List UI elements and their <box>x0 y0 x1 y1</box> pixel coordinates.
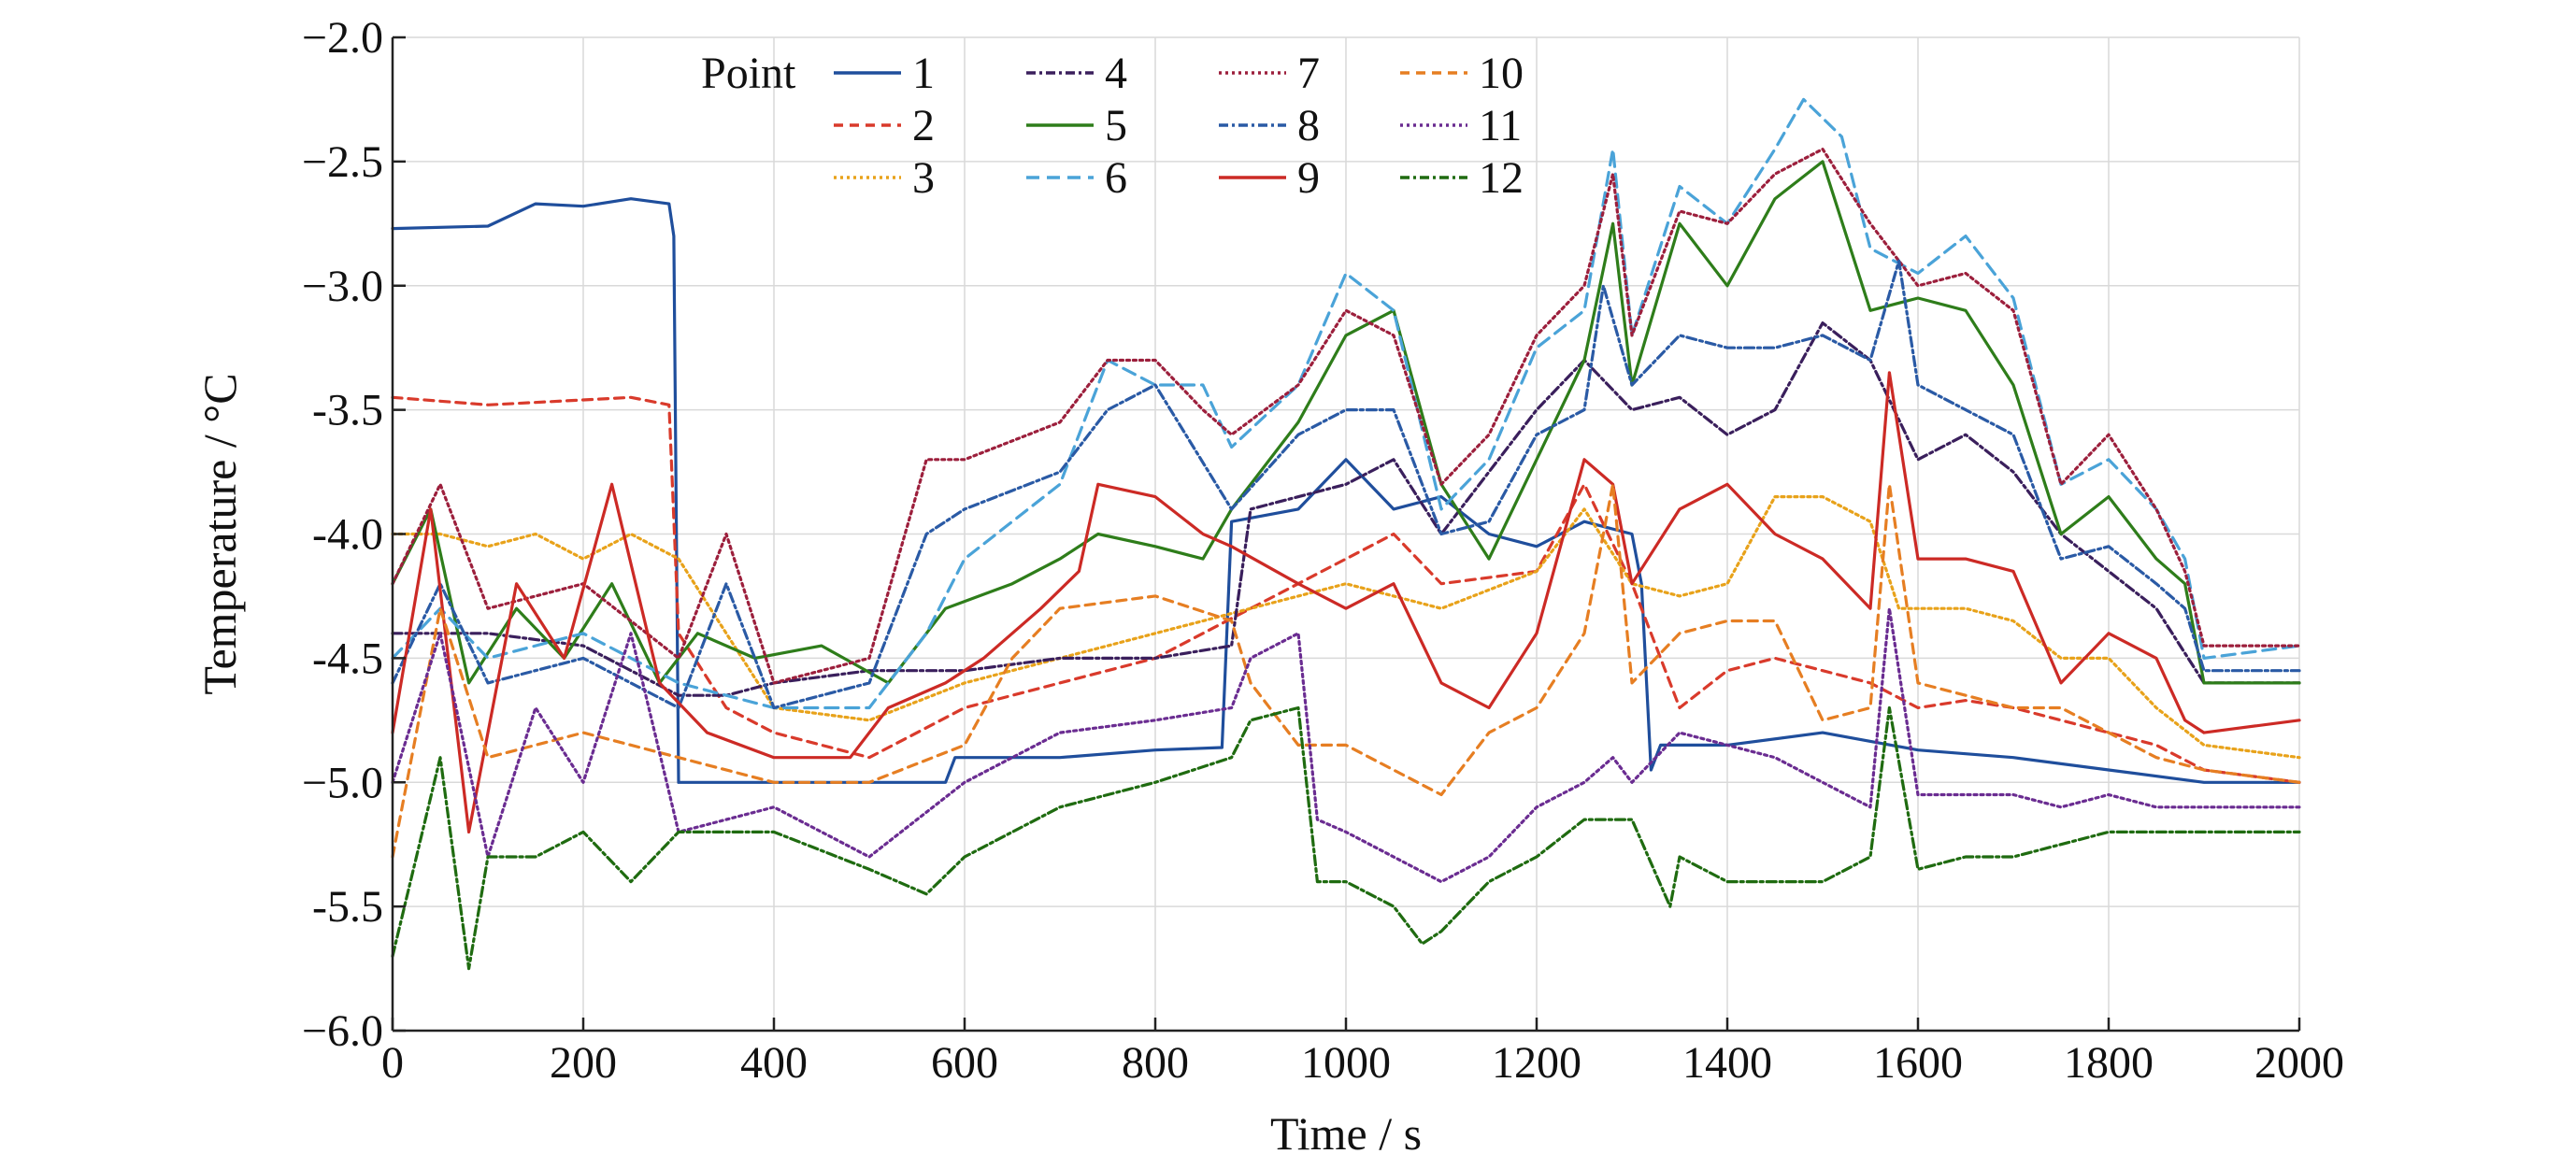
y-tick-label: −6.0 <box>302 1006 383 1056</box>
x-axis-title: Time / s <box>1270 1107 1422 1160</box>
series-line-point-6 <box>391 97 2301 710</box>
legend-label-point-6: 6 <box>1105 153 1127 203</box>
legend-title: Point <box>701 49 796 98</box>
legend-label-point-7: 7 <box>1297 49 1320 98</box>
y-axis-title: Temperature / °C <box>193 373 246 694</box>
y-tick-label: -3.5 <box>312 386 383 435</box>
legend-label-point-9: 9 <box>1297 153 1320 203</box>
x-tick-label: 1800 <box>2064 1038 2154 1088</box>
legend-label-point-3: 3 <box>912 153 935 203</box>
series-line-point-3 <box>391 494 2301 760</box>
x-tick-label: 800 <box>1122 1038 1189 1088</box>
series-line-point-7 <box>391 148 2301 685</box>
y-tick-label: −2.0 <box>302 13 383 63</box>
x-tick-label: 1400 <box>1682 1038 1772 1088</box>
series-line-point-1 <box>391 197 2301 784</box>
series-line-point-12 <box>391 705 2301 971</box>
legend-label-point-1: 1 <box>912 49 935 98</box>
series-line-point-10 <box>391 482 2301 859</box>
legend-label-point-5: 5 <box>1105 101 1127 150</box>
axes <box>391 36 2301 1033</box>
y-tick-label: −2.5 <box>302 137 383 187</box>
tick-labels: 0 200 400 600 800 1000 1200 1400 1600 1800 2000 −6.… <box>302 13 2344 1088</box>
legend-label-point-4: 4 <box>1105 49 1127 98</box>
x-tick-label: 0 <box>381 1038 404 1088</box>
series-line-point-11 <box>391 606 2301 884</box>
y-tick-label: -4.0 <box>312 510 383 560</box>
series-line-point-4 <box>391 321 2301 697</box>
series-layer <box>391 97 2301 971</box>
y-tick-label: −3.0 <box>302 262 383 311</box>
y-tick-label: -5.5 <box>312 882 383 932</box>
y-tick-label: −5.0 <box>302 758 383 807</box>
legend-label-point-8: 8 <box>1297 101 1320 150</box>
legend-label-point-2: 2 <box>912 101 935 150</box>
x-tick-label: 1600 <box>1873 1038 1963 1088</box>
legend-label-point-11: 11 <box>1479 101 1522 150</box>
series-line-point-8 <box>391 259 2301 710</box>
x-tick-label: 2000 <box>2254 1038 2344 1088</box>
x-tick-label: 400 <box>740 1038 808 1088</box>
legend-label-point-10: 10 <box>1479 49 1524 98</box>
legend-label-point-12: 12 <box>1479 153 1524 203</box>
y-tick-label: -4.5 <box>312 634 383 683</box>
x-tick-label: 1000 <box>1301 1038 1391 1088</box>
x-tick-label: 1200 <box>1492 1038 1581 1088</box>
series-line-point-9 <box>391 371 2301 834</box>
x-tick-label: 200 <box>550 1038 617 1088</box>
x-tick-label: 600 <box>931 1038 998 1088</box>
